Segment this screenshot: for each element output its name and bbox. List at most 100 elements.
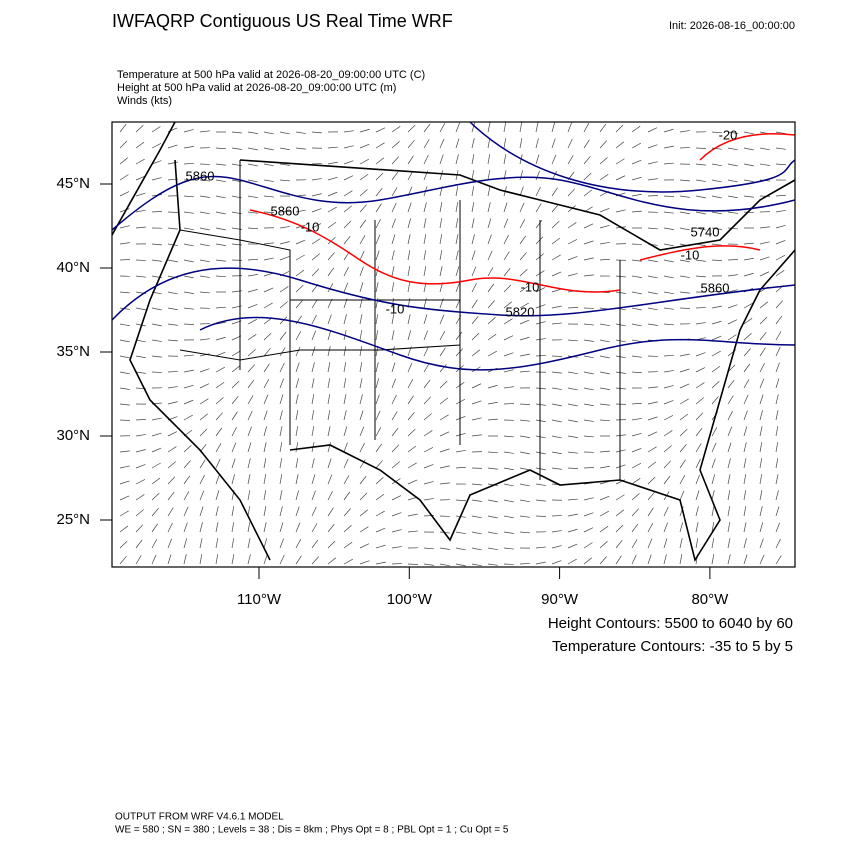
wind-barb xyxy=(231,506,235,517)
wind-barb xyxy=(119,371,130,375)
wind-barb xyxy=(551,451,562,455)
wind-barb xyxy=(599,157,608,165)
wind-barb xyxy=(535,419,546,423)
wind-barb xyxy=(519,451,530,455)
wind-barb xyxy=(471,122,476,133)
wind-barb xyxy=(343,205,353,213)
wind-barb xyxy=(167,291,178,295)
height-contour-label: 5860 xyxy=(186,168,215,183)
wind-barb xyxy=(135,307,146,311)
wind-barb xyxy=(695,474,701,485)
wind-barb xyxy=(247,426,252,437)
wind-barb xyxy=(647,144,658,149)
wind-barb xyxy=(695,412,704,421)
wind-barb xyxy=(391,346,395,357)
wind-barb xyxy=(359,410,364,421)
wind-barb xyxy=(327,314,332,325)
map-background xyxy=(112,122,795,567)
wind-barb xyxy=(615,494,625,501)
wind-barb xyxy=(231,554,235,565)
wind-barb xyxy=(231,426,237,437)
wind-barb xyxy=(359,158,369,165)
wind-barb xyxy=(311,539,319,549)
wind-barb xyxy=(583,419,594,422)
wind-barb xyxy=(407,266,411,277)
wind-barb xyxy=(375,330,379,341)
wind-barb xyxy=(759,474,763,485)
wind-barb xyxy=(407,362,413,373)
wind-barb xyxy=(647,127,658,133)
wind-barb xyxy=(663,430,673,437)
wind-barb xyxy=(183,369,194,373)
wind-barb xyxy=(439,482,450,485)
height-contour-label: 5860 xyxy=(701,280,730,295)
wind-barb xyxy=(359,250,365,261)
wind-barb xyxy=(375,172,384,181)
wind-barb xyxy=(487,250,493,261)
wind-barb xyxy=(631,433,642,437)
wind-barb xyxy=(135,555,142,565)
wind-barb xyxy=(631,493,640,501)
wind-barb xyxy=(583,339,594,342)
wind-barb xyxy=(407,124,416,133)
wind-barb xyxy=(327,442,331,453)
wind-barb xyxy=(487,451,499,454)
wind-barb xyxy=(743,363,751,373)
title: IWFAQRP Contiguous US Real Time WRF xyxy=(112,11,453,31)
wind-barb xyxy=(423,234,427,245)
wind-barb xyxy=(647,307,658,311)
wind-barb xyxy=(375,203,382,213)
wind-barb xyxy=(711,490,715,501)
wind-barb xyxy=(199,413,209,421)
wind-barb xyxy=(727,227,738,230)
wind-barb xyxy=(375,127,386,133)
wind-barb xyxy=(583,223,594,229)
wind-barb xyxy=(519,252,527,261)
wind-barb xyxy=(183,475,191,485)
wind-barb xyxy=(727,334,737,341)
wind-barb xyxy=(407,513,418,517)
wind-barb xyxy=(647,275,658,279)
wind-barb xyxy=(759,241,770,245)
wind-barb xyxy=(391,314,395,325)
wind-barb xyxy=(487,218,492,229)
wind-barb xyxy=(535,186,541,197)
wind-barb xyxy=(359,442,365,453)
wind-barb xyxy=(359,459,366,469)
wind-barb xyxy=(631,259,642,262)
wind-barb xyxy=(679,211,690,215)
wind-barb xyxy=(231,522,235,533)
wind-barb xyxy=(343,175,354,181)
wind-barb xyxy=(263,179,274,182)
height-contour xyxy=(199,316,796,371)
wind-barb xyxy=(167,144,178,149)
wind-barb xyxy=(455,138,460,149)
wind-barb xyxy=(215,366,225,373)
wind-barb xyxy=(679,259,690,263)
wind-barb xyxy=(679,538,683,549)
wind-barb xyxy=(183,554,187,565)
wind-barb xyxy=(343,491,351,501)
wind-barb xyxy=(247,395,254,405)
wind-barb xyxy=(615,291,626,294)
wind-barb xyxy=(343,362,347,373)
wind-barb xyxy=(519,353,530,357)
wind-barb xyxy=(679,368,690,373)
wind-barb xyxy=(407,282,411,293)
wind-barb xyxy=(519,268,528,277)
wind-barb xyxy=(167,386,178,389)
wind-barb xyxy=(487,547,498,551)
wind-barb xyxy=(375,410,381,421)
wind-barb xyxy=(631,417,642,421)
wind-barb xyxy=(231,350,241,357)
wind-barb xyxy=(183,195,194,198)
wind-barb xyxy=(599,123,607,133)
wind-barb xyxy=(551,545,562,549)
wind-barb xyxy=(535,355,547,357)
wind-barb xyxy=(391,141,400,149)
wind-barb xyxy=(519,336,530,341)
wind-barb xyxy=(471,299,478,309)
wind-barb xyxy=(519,531,530,534)
wind-barb xyxy=(519,467,530,471)
wind-barb xyxy=(631,142,641,149)
